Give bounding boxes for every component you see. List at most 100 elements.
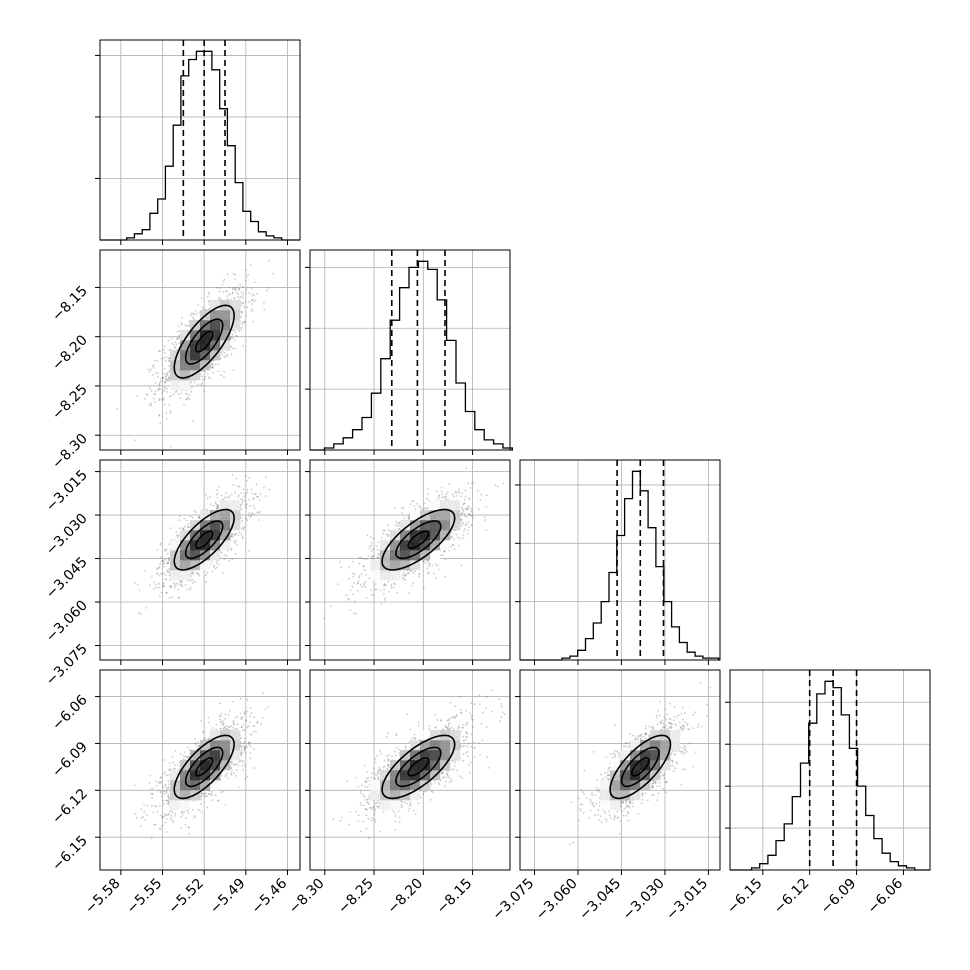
density-cell bbox=[200, 350, 211, 361]
scatter-point bbox=[248, 477, 250, 479]
scatter-point bbox=[246, 306, 248, 309]
scatter-point bbox=[165, 799, 168, 802]
scatter-point bbox=[231, 769, 233, 772]
scatter-point bbox=[228, 294, 231, 297]
density-cell bbox=[210, 300, 221, 311]
density-cell bbox=[410, 540, 421, 551]
scatter-point bbox=[234, 288, 237, 291]
scatter-point bbox=[162, 582, 165, 585]
scatter-point bbox=[231, 763, 233, 765]
scatter-point bbox=[160, 780, 163, 783]
scatter-point bbox=[222, 280, 225, 282]
scatter-point bbox=[216, 505, 219, 507]
scatter-point bbox=[219, 715, 222, 718]
scatter-point bbox=[161, 795, 163, 798]
scatter-point bbox=[441, 554, 444, 557]
scatter-point bbox=[472, 481, 475, 484]
scatter-point bbox=[215, 562, 218, 565]
scatter-point bbox=[468, 497, 470, 499]
scatter-point bbox=[170, 814, 172, 816]
scatter-point bbox=[178, 597, 181, 599]
scatter-point bbox=[420, 507, 423, 510]
histogram-panel-1 bbox=[305, 249, 514, 455]
scatter-point bbox=[213, 564, 216, 567]
scatter-point bbox=[218, 290, 221, 293]
scatter-point bbox=[463, 498, 466, 501]
scatter-point bbox=[460, 513, 463, 516]
scatter-point bbox=[348, 566, 350, 568]
scatter-point bbox=[169, 810, 171, 813]
scatter-point bbox=[396, 522, 399, 525]
scatter-point bbox=[205, 494, 208, 496]
scatter-point bbox=[235, 477, 238, 480]
scatter-point bbox=[229, 337, 232, 340]
scatter-point bbox=[403, 517, 405, 519]
scatter-point bbox=[174, 347, 176, 349]
density-cell bbox=[380, 560, 391, 571]
scatter-point bbox=[194, 309, 197, 312]
scatter-point bbox=[216, 566, 218, 569]
scatter-point bbox=[411, 584, 414, 587]
scatter-point bbox=[249, 707, 252, 710]
panel-frame bbox=[519, 459, 721, 661]
scatter-point bbox=[235, 334, 238, 337]
scatter-point bbox=[478, 508, 480, 511]
scatter-point bbox=[163, 565, 166, 568]
scatter-point bbox=[365, 597, 368, 600]
scatter-point bbox=[166, 799, 168, 802]
scatter-point bbox=[143, 398, 146, 400]
scatter-point bbox=[208, 303, 211, 306]
scatter-point bbox=[464, 527, 466, 530]
scatter-point bbox=[227, 560, 230, 562]
scatter-point bbox=[192, 579, 195, 581]
scatter-point bbox=[163, 368, 166, 370]
scatter-point bbox=[184, 525, 186, 528]
scatter-point bbox=[181, 580, 184, 583]
scatter-point bbox=[425, 507, 428, 510]
scatter-point bbox=[446, 498, 449, 501]
scatter-point bbox=[349, 589, 352, 592]
scatter-point bbox=[184, 584, 187, 586]
scatter-point bbox=[221, 724, 224, 727]
scatter-point bbox=[176, 330, 179, 333]
scatter-point bbox=[263, 308, 266, 311]
scatter-point bbox=[426, 567, 429, 570]
density-cell bbox=[410, 560, 421, 571]
scatter-point bbox=[164, 549, 167, 552]
scatter-point bbox=[467, 521, 469, 524]
scatter-point bbox=[221, 551, 223, 554]
y-tick-label: −8.30 bbox=[49, 431, 91, 473]
scatter-point bbox=[169, 586, 172, 588]
histogram-step-line bbox=[310, 260, 514, 451]
scatter-point bbox=[347, 597, 350, 600]
scatter-point bbox=[170, 585, 173, 588]
scatter-point bbox=[444, 549, 446, 552]
scatter-point bbox=[208, 299, 211, 302]
scatter-point bbox=[241, 519, 244, 522]
scatter-point bbox=[459, 495, 462, 498]
scatter-point bbox=[169, 762, 171, 764]
scatter-point bbox=[244, 517, 247, 520]
scatter-point bbox=[249, 505, 251, 508]
scatter-point bbox=[149, 403, 152, 406]
scatter-point bbox=[190, 312, 193, 315]
scatter-point bbox=[166, 569, 169, 571]
scatter-point bbox=[250, 515, 253, 517]
scatter-point bbox=[239, 248, 241, 250]
scatter-point bbox=[245, 518, 248, 520]
scatter-point bbox=[465, 467, 467, 470]
scatter-point bbox=[182, 528, 185, 531]
density-cell bbox=[220, 310, 231, 321]
scatter-point bbox=[363, 569, 366, 572]
scatter-point bbox=[174, 815, 176, 817]
scatter-point bbox=[245, 279, 247, 282]
scatter-point bbox=[180, 392, 183, 395]
scatter-point bbox=[242, 729, 245, 732]
scatter-point bbox=[390, 583, 393, 586]
scatter-point bbox=[485, 529, 488, 532]
scatter-point bbox=[151, 575, 153, 578]
scatter-point bbox=[134, 581, 137, 584]
scatter-point bbox=[199, 809, 201, 812]
scatter-point bbox=[226, 273, 229, 276]
density-cell bbox=[420, 530, 431, 541]
